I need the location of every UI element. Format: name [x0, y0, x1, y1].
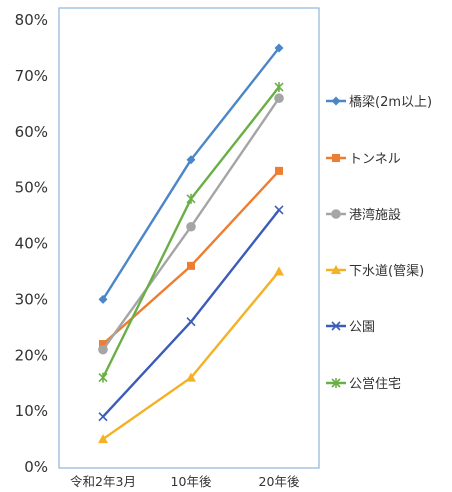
legend-entry: 公営住宅: [326, 377, 401, 392]
legend-entry: 港湾施設: [326, 207, 401, 223]
legend-label: 公営住宅: [349, 377, 401, 392]
y-tick-label: 80%: [15, 11, 48, 29]
series-3: [98, 93, 284, 355]
y-tick-label: 40%: [15, 235, 48, 253]
legend-marker: [331, 378, 341, 388]
y-tick-label: 70%: [15, 67, 48, 85]
data-point: [186, 155, 196, 165]
series-6: [98, 82, 284, 383]
legend-entry: 下水道(管渠): [326, 264, 424, 279]
y-tick-label: 0%: [24, 458, 48, 476]
data-point: [187, 261, 195, 270]
legend-label: 下水道(管渠): [349, 264, 424, 279]
legend-entry: 公園: [326, 320, 375, 335]
x-axis: 令和2年3月 10年後 20年後: [70, 474, 300, 489]
legend-entry: 橋梁(2m以上): [326, 95, 432, 110]
x-tick-label: 10年後: [171, 474, 212, 489]
data-point: [186, 372, 196, 382]
legend-entry: トンネル: [326, 152, 401, 167]
series-1: [98, 43, 284, 304]
data-point: [186, 193, 196, 204]
y-tick-label: 60%: [15, 123, 48, 141]
legend-label: トンネル: [349, 152, 401, 167]
legend-label: 橋梁(2m以上): [349, 95, 432, 110]
series-layer: [98, 43, 284, 444]
series-4: [98, 266, 284, 444]
legend-marker: [331, 96, 341, 106]
data-point: [274, 82, 284, 93]
data-point: [275, 166, 283, 175]
legend-marker: [331, 265, 341, 274]
plot-area-border: [58, 7, 320, 469]
data-point: [274, 266, 284, 276]
data-point: [98, 372, 108, 383]
legend-marker: [332, 154, 340, 162]
y-tick-label: 10%: [15, 402, 48, 420]
y-tick-label: 30%: [15, 290, 48, 308]
data-point: [186, 317, 196, 327]
data-point: [98, 344, 108, 355]
data-point: [98, 412, 108, 422]
legend-label: 港湾施設: [349, 207, 401, 223]
y-axis: 0% 10% 20% 30% 40% 50% 60% 70% 80%: [15, 11, 48, 476]
data-point: [186, 221, 196, 232]
legend-marker: [331, 321, 341, 331]
y-tick-label: 20%: [15, 346, 48, 364]
data-point: [98, 294, 108, 304]
y-tick-label: 50%: [15, 179, 48, 197]
series-5: [98, 205, 284, 422]
x-tick-label: 令和2年3月: [70, 474, 136, 489]
data-point: [274, 43, 284, 53]
x-tick-label: 20年後: [259, 474, 300, 489]
legend-marker: [331, 209, 341, 219]
data-point: [99, 340, 107, 349]
data-point: [274, 93, 284, 104]
legend-label: 公園: [349, 320, 375, 335]
data-point: [98, 434, 108, 444]
data-point: [274, 205, 284, 215]
